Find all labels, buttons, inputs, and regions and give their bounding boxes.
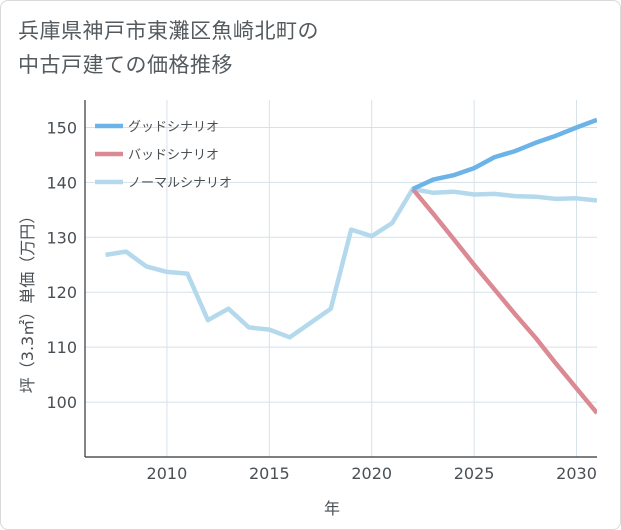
series-line-1 bbox=[410, 187, 597, 415]
y-tick-label-140: 140 bbox=[46, 173, 77, 192]
y-axis-label: 坪（3.3㎡）単価（万円） bbox=[18, 208, 37, 393]
chart-title-line-1: 兵庫県神戸市東灘区魚崎北町の bbox=[18, 19, 319, 43]
y-tick-label-120: 120 bbox=[46, 283, 77, 302]
x-tick-label-2030: 2030 bbox=[556, 464, 597, 483]
x-tick-label-2020: 2020 bbox=[351, 464, 392, 483]
x-tick-label-2010: 2010 bbox=[147, 464, 188, 483]
legend-label-2: ノーマルシナリオ bbox=[128, 176, 232, 191]
legend-label-1: バッドシナリオ bbox=[128, 148, 219, 163]
legend-label-0: グッドシナリオ bbox=[128, 120, 219, 135]
x-axis-label: 年 bbox=[324, 499, 340, 518]
series-line-0 bbox=[411, 117, 597, 192]
chart-title: 兵庫県神戸市東灘区魚崎北町の 中古戸建ての価格推移 bbox=[18, 14, 319, 82]
y-tick-label-110: 110 bbox=[46, 338, 77, 357]
x-tick-label-2025: 2025 bbox=[454, 464, 495, 483]
y-tick-label-130: 130 bbox=[46, 228, 77, 247]
chart-title-line-2: 中古戸建ての価格推移 bbox=[18, 53, 233, 77]
series-line-2 bbox=[105, 186, 597, 340]
x-tick-label-2015: 2015 bbox=[249, 464, 290, 483]
y-tick-label-150: 150 bbox=[46, 118, 77, 137]
y-tick-label-100: 100 bbox=[46, 393, 77, 412]
